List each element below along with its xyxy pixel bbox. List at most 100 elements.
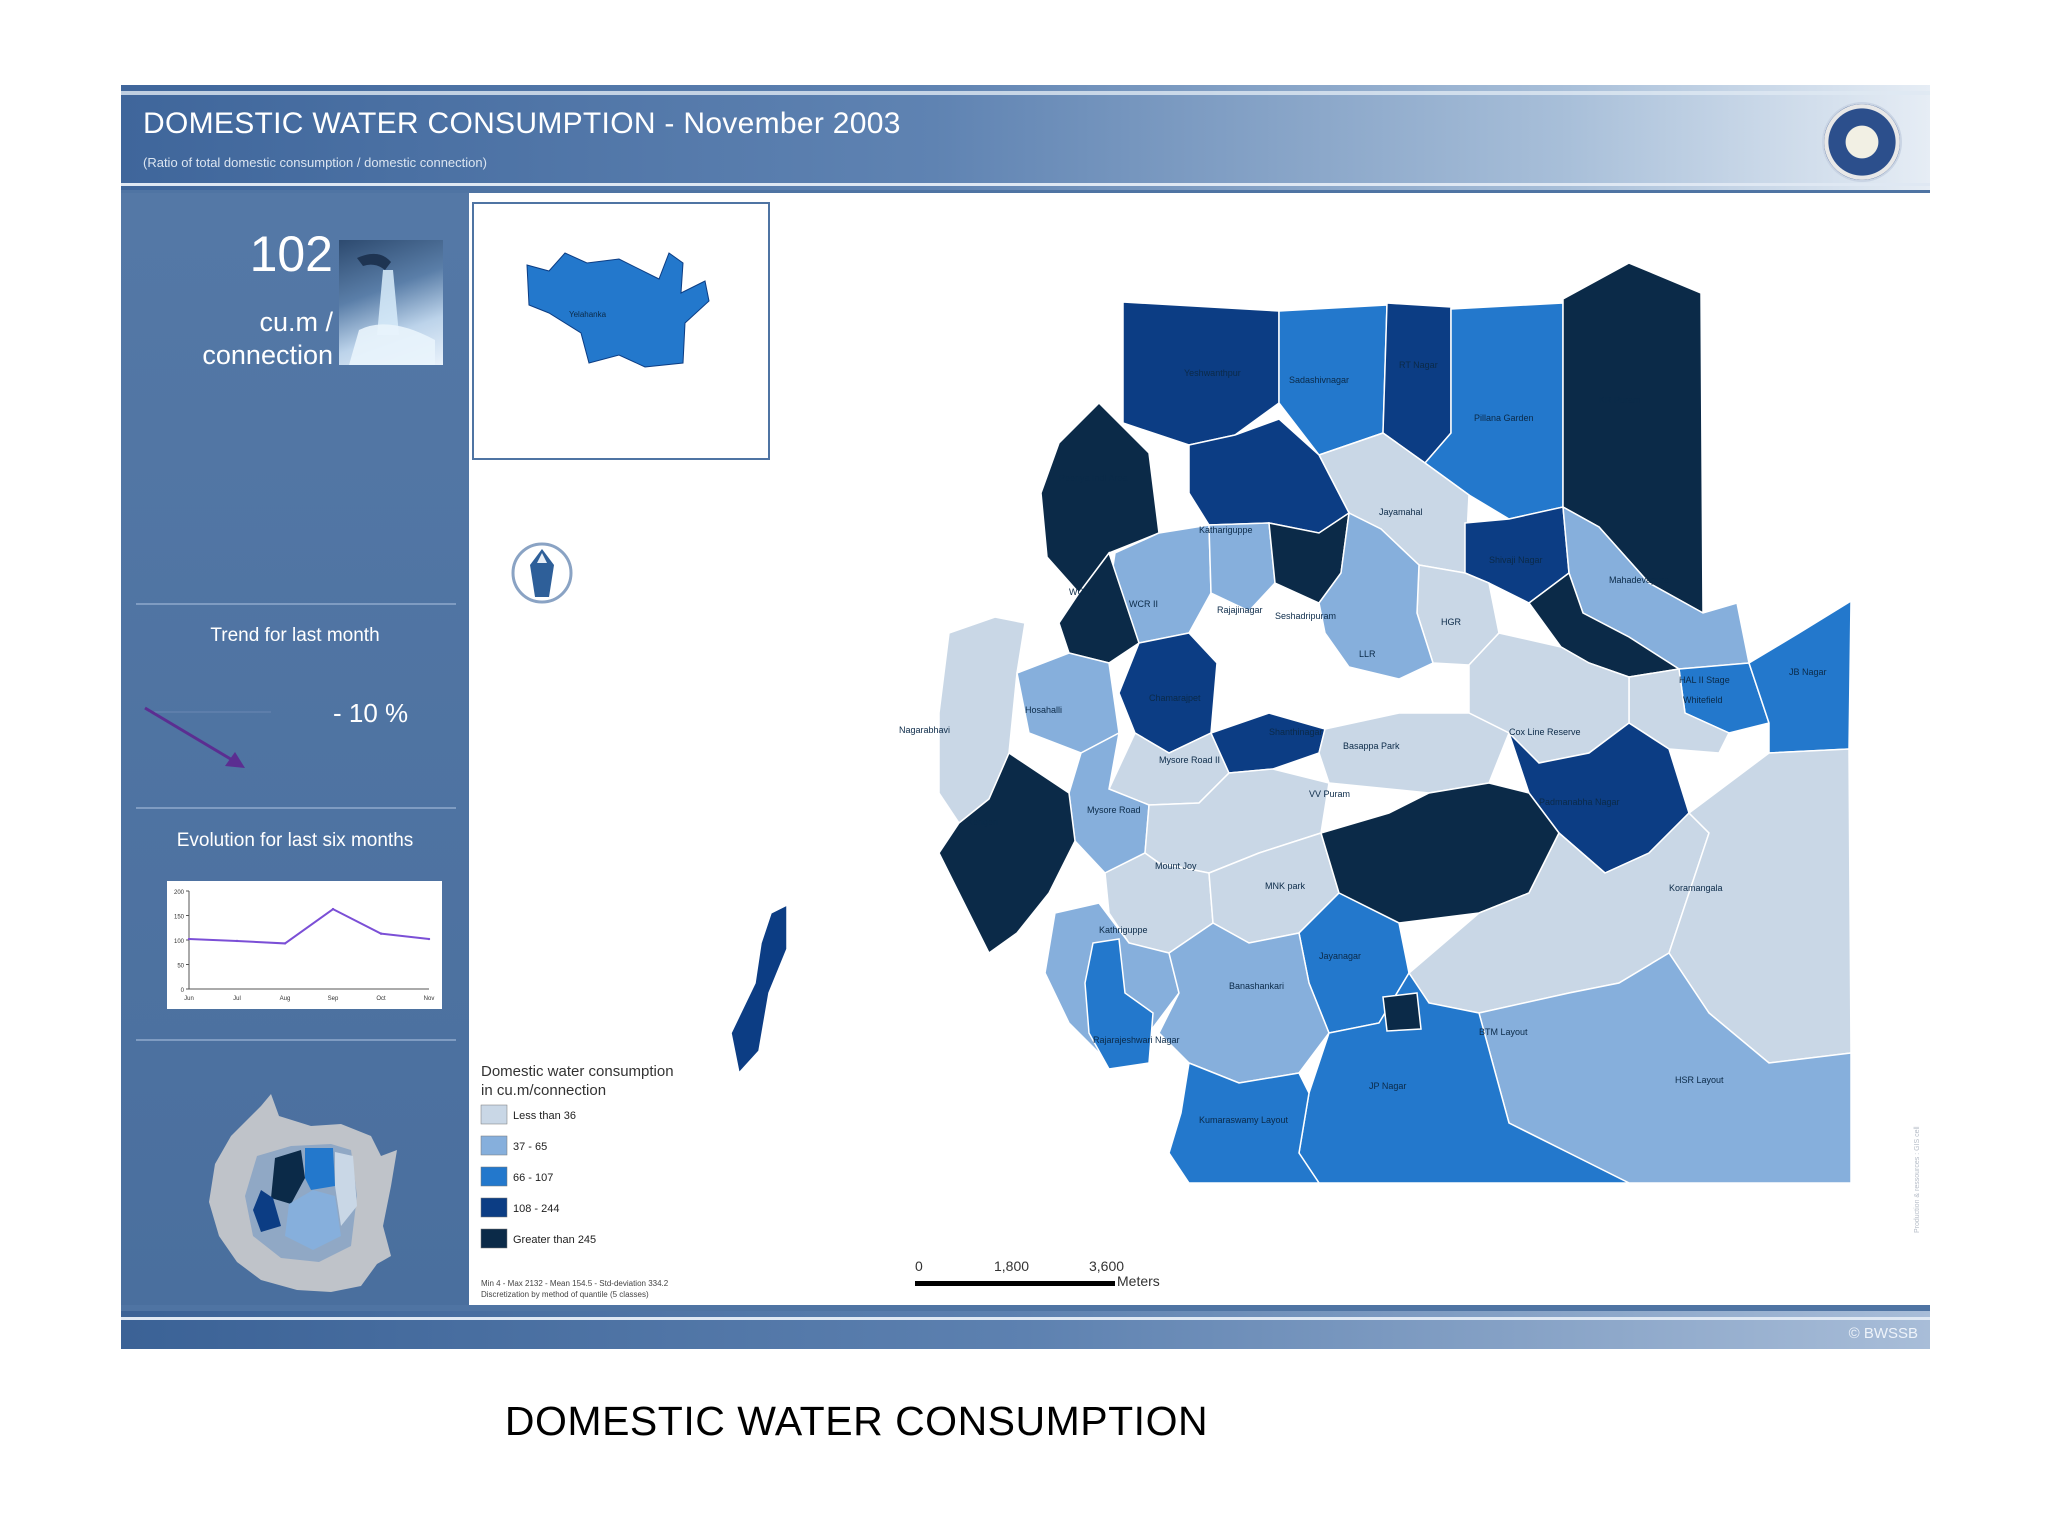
- legend-stats-line1: Min 4 - Max 2132 - Mean 154.5 - Std-devi…: [481, 1279, 669, 1288]
- ward-label: KR Puram: [1599, 395, 1641, 405]
- ward-label: HAL II Stage: [1679, 675, 1730, 685]
- poster-subtitle: (Ratio of total domestic consumption / d…: [143, 155, 487, 170]
- kpi-unit: cu.m / connection: [153, 306, 333, 372]
- legend-label: 37 - 65: [513, 1141, 547, 1153]
- legend-label: 108 - 244: [513, 1203, 559, 1215]
- ward-label: Basappa Park: [1343, 741, 1400, 751]
- locator-mini-map: [209, 1094, 397, 1292]
- ward-label: Hosahalli: [1025, 705, 1062, 715]
- ward-label: Mysore Road II: [1159, 755, 1220, 765]
- sidebar-divider: [136, 603, 456, 605]
- legend-label: Less than 36: [513, 1110, 576, 1122]
- ward-label: VV Puram: [1309, 789, 1350, 799]
- ward-label: HGR: [1441, 617, 1462, 627]
- ward-label: Pillana Garden: [1474, 413, 1534, 423]
- poster-title: DOMESTIC WATER CONSUMPTION - November 20…: [143, 107, 901, 140]
- ward-rajarajeshwari-nagar: [1084, 938, 1154, 1070]
- y-tick-label: 0: [181, 988, 185, 994]
- ward-label: Kumaraswamy Layout: [1199, 1115, 1289, 1125]
- legend-label: 66 - 107: [513, 1172, 553, 1184]
- scale-tick-2: 3,600: [1089, 1258, 1124, 1274]
- ward-label: WCR II: [1129, 599, 1158, 609]
- ward-label: Jayanagar: [1319, 951, 1361, 961]
- water-tap-image: [339, 240, 443, 365]
- x-tick-label: Oct: [376, 996, 386, 1002]
- legend-swatch: [480, 1197, 508, 1218]
- y-tick-label: 50: [177, 964, 184, 970]
- x-tick-label: Nov: [424, 996, 435, 1002]
- data-point: [379, 932, 383, 935]
- sidebar-divider: [136, 1039, 456, 1041]
- ward-label: WCR I: [1069, 587, 1096, 597]
- ward-rajajinagar: [1208, 522, 1276, 612]
- ward-label: Mahadevapura: [1609, 575, 1669, 585]
- legend-swatch: [480, 1228, 508, 1249]
- ward-label: JP Nagar: [1369, 1081, 1406, 1091]
- evolution-line-chart: 200 150 100 50 0 Jun Jul Aug Sep Oct Nov: [167, 881, 442, 1009]
- ward-kumaraswamy-layout: [1168, 1061, 1321, 1184]
- trend-value: - 10 %: [333, 698, 409, 728]
- kpi-unit-line1: cu.m /: [259, 307, 333, 337]
- evolution-title: Evolution for last six months: [176, 830, 414, 851]
- ward-choropleth-map: Yelahanka: [472, 202, 1921, 1299]
- ward-banashankari: [1158, 922, 1330, 1084]
- ward-label: BTM Layout: [1479, 1027, 1528, 1037]
- y-tick-label: 100: [174, 939, 185, 945]
- data-point: [427, 937, 431, 941]
- ward-outlier-west: [730, 903, 788, 1075]
- data-point: [187, 937, 191, 941]
- data-point: [331, 907, 335, 911]
- emblem-logo: [1822, 102, 1902, 182]
- ward-basappa-park: [1318, 712, 1510, 794]
- ward-label: Banashankari: [1229, 981, 1284, 991]
- legend-label: Greater than 245: [513, 1234, 596, 1246]
- ward-label: Rajarajeshwari Nagar: [1093, 1035, 1180, 1045]
- map-panel: Yelahanka: [469, 193, 1930, 1305]
- ward-label: Shanthinagar: [1269, 727, 1323, 737]
- ward-label: Shivaji Nagar: [1489, 555, 1543, 565]
- water-tap-icon: [349, 253, 435, 365]
- ward-labels: Yeshwanthpur Sadashivnagar RT Nagar Pill…: [899, 360, 1827, 1125]
- footer-rule: [121, 1317, 1930, 1320]
- y-tick-label: 150: [174, 915, 185, 921]
- ward-jayanagar-block: [1382, 992, 1422, 1032]
- scale-unit: Meters: [1117, 1273, 1160, 1289]
- legend-stats-line2: Discretization by method of quantile (5 …: [481, 1290, 649, 1299]
- ward-label: Kathariguppe: [1199, 525, 1253, 535]
- header-rule: [121, 91, 1930, 95]
- ward-label: Rajajinagar: [1217, 605, 1263, 615]
- scale-tick-0: 0: [915, 1258, 923, 1274]
- ward-label: LLR: [1359, 649, 1376, 659]
- ward-polygons: [730, 262, 1852, 1184]
- kpi-unit-line2: connection: [202, 340, 333, 370]
- ward-jb-nagar: [1748, 599, 1852, 754]
- ward-label: Kengeri: [967, 817, 998, 827]
- ward-label: Yeshwanthpur: [1184, 368, 1241, 378]
- legend-swatch: [480, 1135, 508, 1156]
- ward-yelahanka: [526, 252, 710, 368]
- sidebar-panel: 102 cu.m / connection Trend for last mon…: [121, 193, 469, 1305]
- x-tick-label: Jun: [184, 996, 194, 1002]
- poster-footer: © BWSSB: [121, 1311, 1930, 1349]
- ward-label: Sadashivnagar: [1289, 375, 1349, 385]
- ward-label: Padmanabha Nagar: [1539, 797, 1620, 807]
- ward-label: Mysore Road: [1087, 805, 1141, 815]
- copyright-text: © BWSSB: [1848, 1325, 1918, 1342]
- x-tick-label: Jul: [233, 996, 241, 1002]
- ward-label: Yelahanka: [569, 310, 607, 319]
- ward-label: Nagarabhavi: [899, 725, 950, 735]
- sidebar-divider: [136, 807, 456, 809]
- scale-bar-line: [915, 1281, 1115, 1286]
- x-tick-label: Aug: [280, 996, 291, 1002]
- scale-tick-1: 1,800: [994, 1258, 1029, 1274]
- ward-shanthinagar: [1209, 712, 1326, 774]
- ward-label: Cox Line Reserve: [1509, 727, 1581, 737]
- legend-items: Less than 36 37 - 65 66 - 107 108 - 244 Grea…: [480, 1104, 596, 1249]
- side-credit: Production & ressources : GIS cell: [1914, 1126, 1921, 1233]
- legend-swatch: [480, 1166, 508, 1187]
- header-rule: [121, 183, 1930, 186]
- kpi-value: 102: [249, 226, 333, 282]
- ward-rt-nagar: [1382, 302, 1452, 465]
- ward-label: Koramangala: [1669, 883, 1723, 893]
- ward-label: MNK park: [1265, 881, 1306, 891]
